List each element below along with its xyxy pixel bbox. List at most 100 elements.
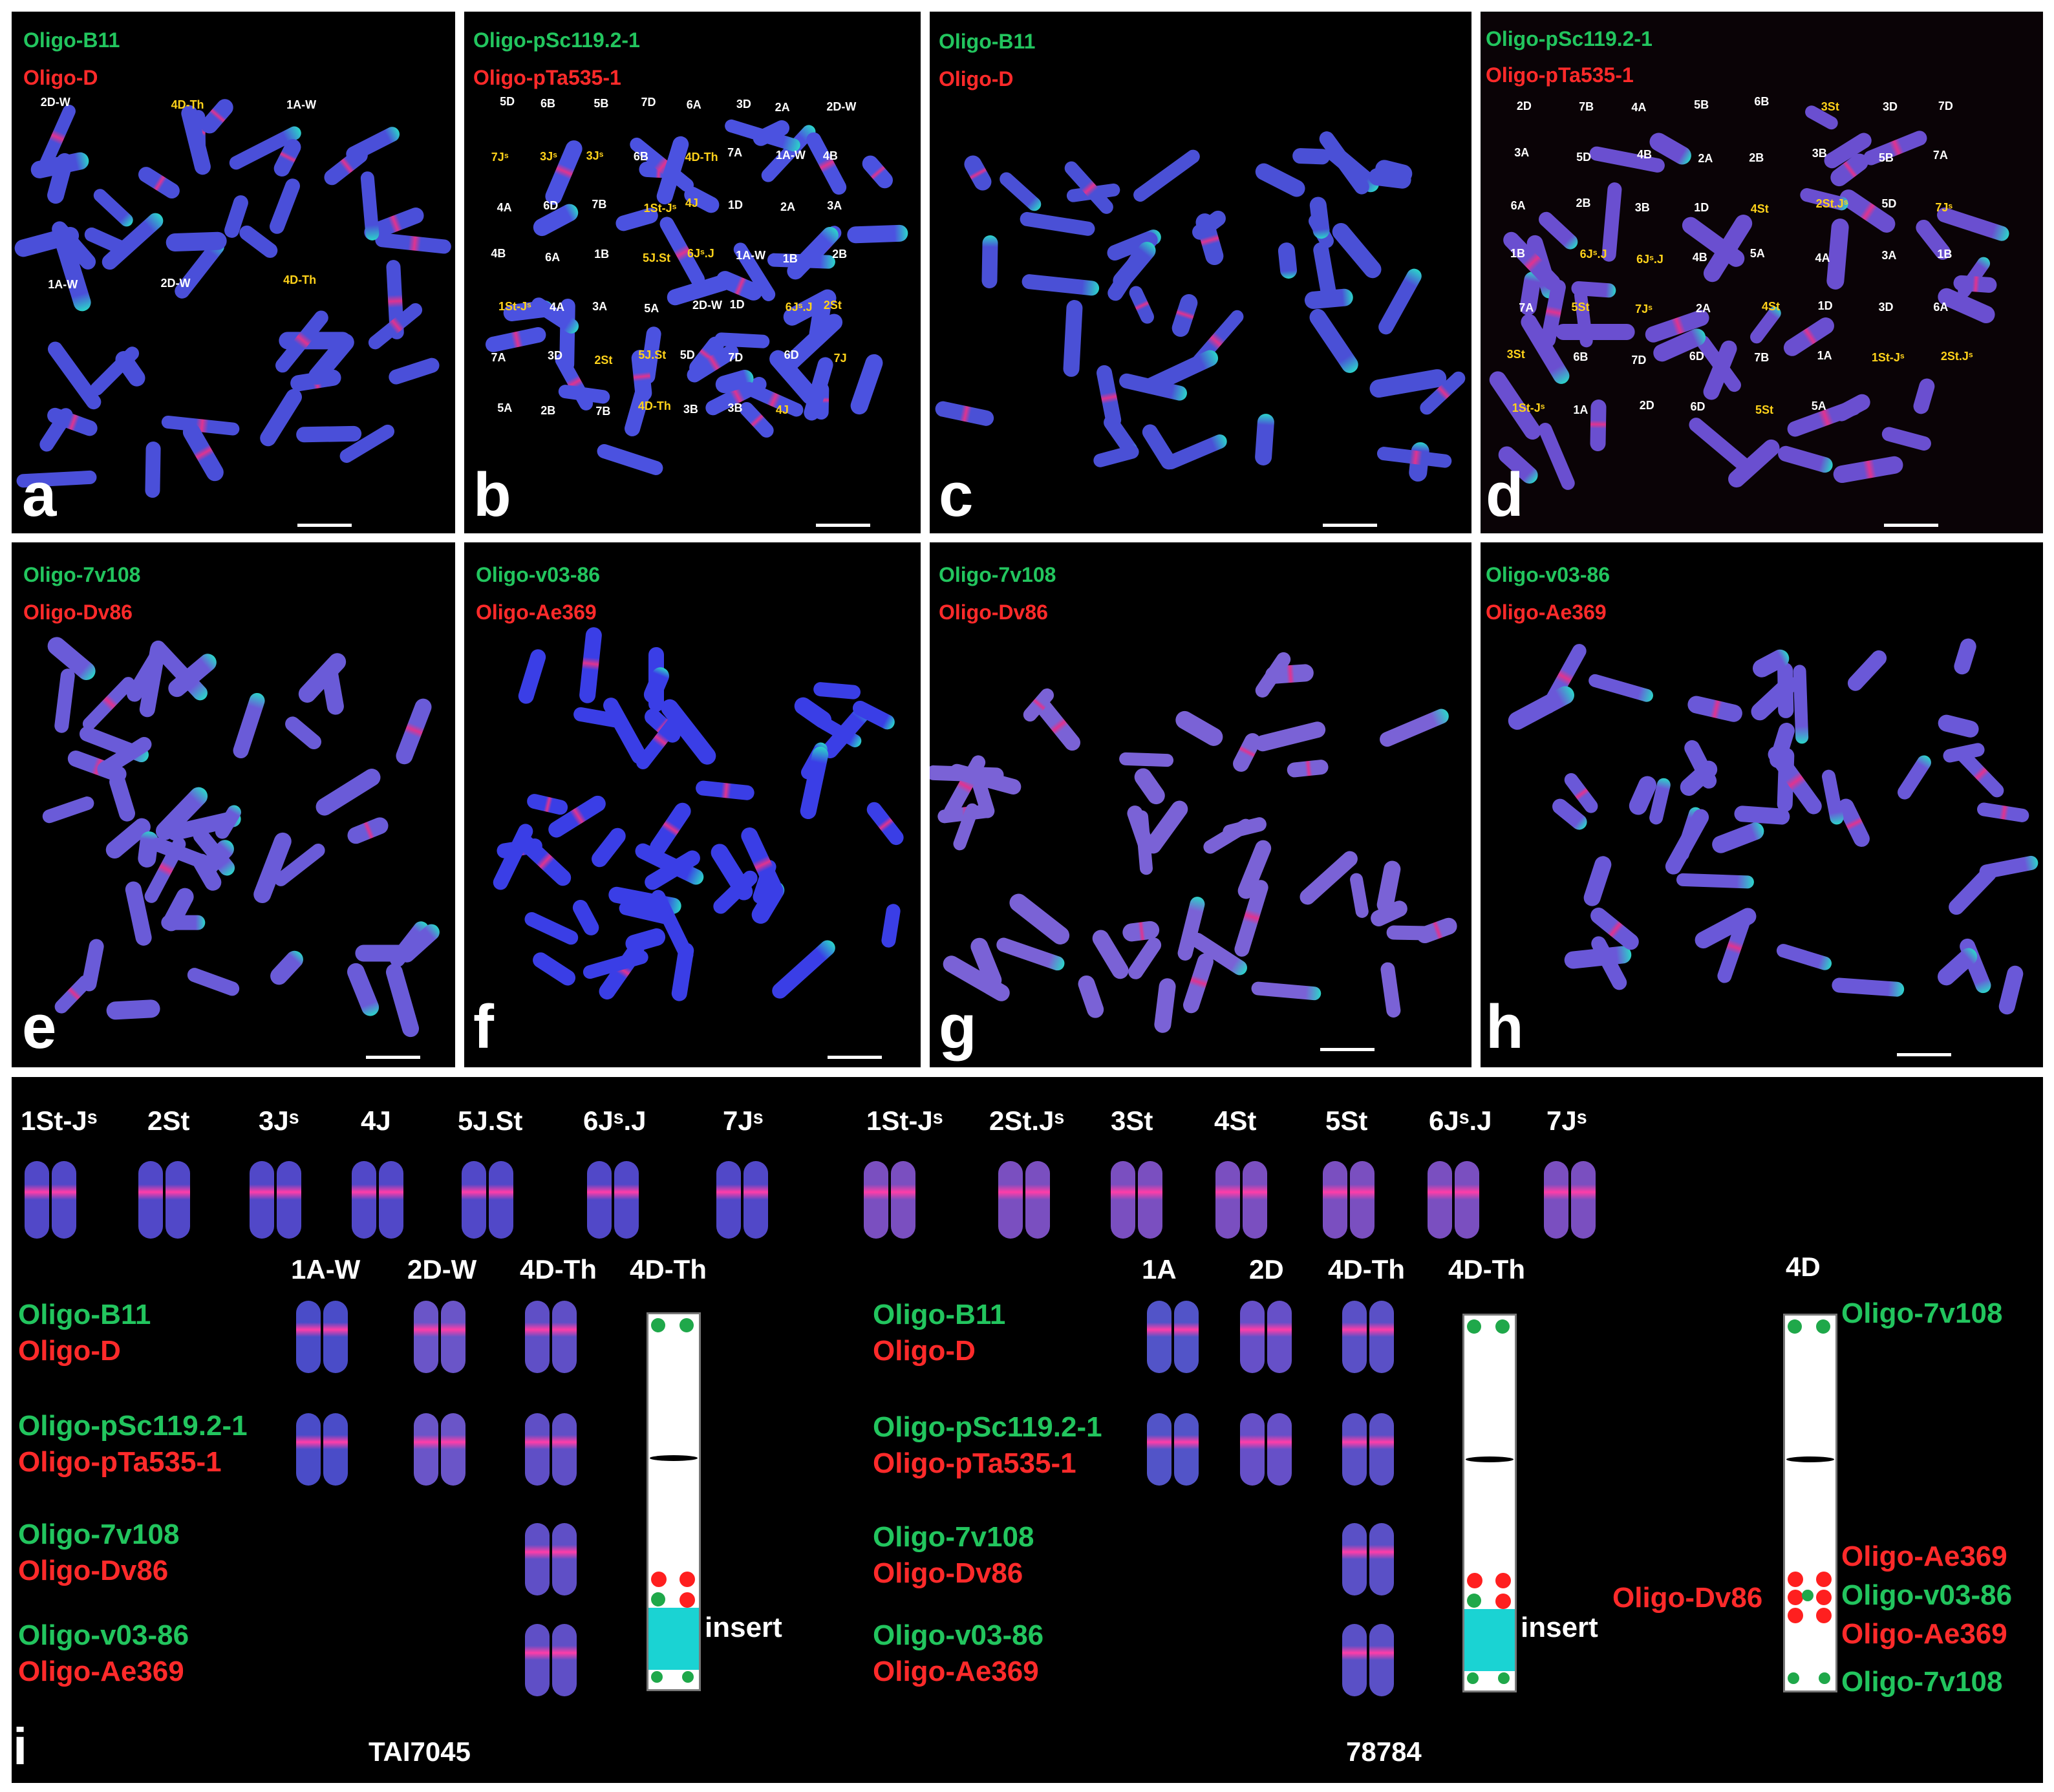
chromosome [393, 696, 434, 767]
chromosome-label: 3D [547, 349, 562, 363]
chromosome [552, 1301, 577, 1373]
chromosome [489, 1161, 513, 1239]
probe-green-label: Oligo-B11 [23, 28, 120, 52]
chromosome-label: 2St [594, 353, 613, 367]
chromosome [1342, 1523, 1367, 1595]
chromosome [1455, 1161, 1479, 1239]
chromosome-label: 2B [1749, 151, 1764, 165]
chromosome-label: 7J [833, 352, 847, 365]
chromosome [25, 1161, 49, 1239]
chromosome [1323, 1161, 1347, 1239]
chromosome-label: 4B [1692, 251, 1707, 264]
chromosome-label: 1St-Jˢ [1512, 401, 1545, 415]
probe-row-1-red: Oligo-D [18, 1335, 121, 1367]
chromosome [91, 186, 136, 229]
chromosome [525, 1413, 550, 1486]
chromosome-label: 3Jˢ [586, 149, 604, 163]
chromosome-label: 1A-W [48, 277, 78, 291]
chromosome-label: 7D [1631, 354, 1647, 367]
chromosome-label: 2A [1698, 151, 1713, 165]
chromosome-label: 4B [491, 247, 506, 261]
chromosome-label: 2A [780, 200, 795, 214]
chromosome [813, 681, 861, 700]
chromosome [864, 799, 907, 848]
chromosome [1571, 1161, 1596, 1239]
ideogram-4d-title: 4D [1786, 1252, 1821, 1282]
chromosome [1174, 1301, 1199, 1373]
chromosome [1252, 160, 1308, 200]
chromosome-label: 3D [1878, 301, 1894, 314]
panel-letter: e [22, 992, 57, 1061]
chromosome-label: 1B [782, 251, 798, 265]
probe-row-2-green-r: Oligo-pSc119.2-1 [873, 1411, 1102, 1443]
panel-letter: f [473, 992, 494, 1061]
row-header-1a: 1A [1142, 1254, 1177, 1285]
chromosome [1376, 266, 1424, 337]
chromosome [1127, 283, 1157, 326]
probe-red-label: Oligo-Dv86 [939, 601, 1048, 624]
scale-bar [297, 524, 352, 527]
chromosome-label: 4A [550, 300, 565, 314]
row-header-2d: 2D [1249, 1254, 1284, 1285]
chromosome-label: 3St [1821, 100, 1839, 114]
scale-bar [1897, 1053, 1951, 1056]
chromosome [323, 1413, 348, 1486]
chromosome [515, 832, 575, 890]
chromosome [1821, 768, 1845, 826]
chromosome [595, 442, 665, 476]
chromosome-label: 2D-W [40, 96, 70, 109]
chromosome-label: 2B [540, 403, 556, 417]
chromosome-label: 7B [1579, 100, 1594, 114]
chromosome-label: 5A [1749, 247, 1765, 261]
header-left-5: 5J.St [458, 1105, 523, 1136]
chromosome [282, 714, 325, 752]
row-header-1aw: 1A-W [291, 1254, 361, 1285]
chromosome-label: 7A [1519, 301, 1534, 314]
chromosome [587, 1161, 612, 1239]
chromosome [352, 1161, 376, 1239]
chromosome-label: 1D [729, 297, 745, 311]
chromosome [716, 1161, 741, 1239]
chromosome-label: 2St.Jˢ [1940, 349, 1973, 363]
header-left-7: 7Jˢ [723, 1105, 764, 1136]
chromosome-label: 1D [728, 198, 744, 211]
header-right-7: 7Jˢ [1546, 1105, 1587, 1136]
chromosome [1911, 376, 1937, 416]
chromosome [1880, 425, 1933, 453]
chromosome-label: 2St.Jˢ [1815, 197, 1848, 211]
chromosome [166, 231, 228, 252]
chromosome [1587, 672, 1654, 704]
header-left-3: 3Jˢ [259, 1105, 299, 1136]
chromosome-label: 4A [1815, 251, 1830, 265]
probe-row-4-green-r: Oligo-v03-86 [873, 1619, 1044, 1651]
chromosome [891, 1161, 915, 1239]
panel-d: Oligo-pSc119.2-1 Oligo-pTa535-1 2D 7B 4A 5B… [1481, 12, 2043, 533]
chromosome [623, 926, 668, 954]
chromosome-label: 4J [685, 197, 698, 210]
chromosome [1022, 273, 1100, 297]
ideo4d-red-left: Oligo-Dv86 [1612, 1582, 1763, 1614]
chromosome [804, 130, 850, 198]
chromosome [798, 745, 830, 821]
chromosome [881, 902, 902, 949]
chromosome-label: 5D [679, 348, 695, 362]
chromosome-label: 3D [1883, 100, 1898, 113]
probe-row-1-green-r: Oligo-B11 [873, 1299, 1006, 1330]
chromosome [345, 815, 392, 847]
ideo4d-bottom-green: Oligo-7v108 [1841, 1666, 2003, 1698]
chromosome [145, 441, 161, 498]
chromosome-label: 6D [543, 199, 559, 213]
chromosome-label: 1A [1817, 348, 1832, 362]
chromosome-label: 7Jˢ [1635, 302, 1653, 315]
chromosome-label: 7D [641, 96, 656, 109]
probe-red-label: Oligo-Ae369 [1486, 601, 1607, 624]
header-right-6: 6Jˢ.J [1429, 1105, 1492, 1136]
ideo4d-top-green: Oligo-7v108 [1841, 1297, 2003, 1329]
chromosome [1845, 647, 1890, 694]
chromosome [1201, 816, 1255, 857]
chromosome [1861, 128, 1929, 167]
group-title-left: TAI7045 [369, 1736, 471, 1767]
probe-red-label: Oligo-pTa535-1 [473, 66, 621, 89]
chromosome-label: 7B [1754, 350, 1770, 364]
chromosome-label: 2D [1639, 398, 1654, 412]
